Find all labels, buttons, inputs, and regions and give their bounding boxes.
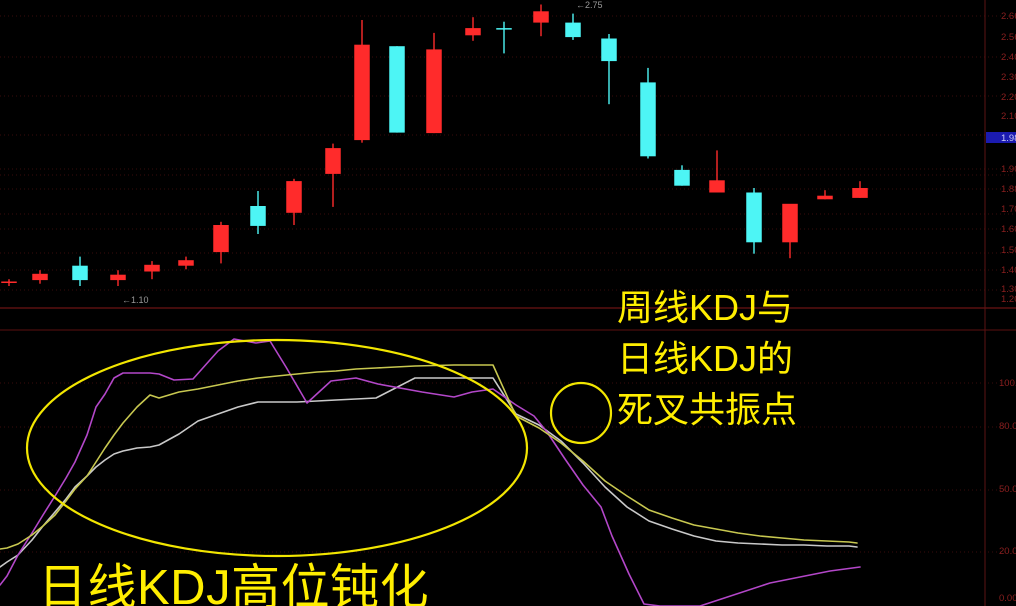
svg-text:1.98: 1.98	[1001, 133, 1016, 144]
svg-text:1.60: 1.60	[1001, 224, 1016, 235]
svg-text:1.40: 1.40	[1001, 265, 1016, 276]
svg-text:0.00: 0.00	[999, 593, 1016, 604]
svg-text:1.20: 1.20	[1001, 294, 1016, 305]
svg-text:1.50: 1.50	[1001, 245, 1016, 256]
svg-text:死叉共振点: 死叉共振点	[617, 389, 797, 430]
svg-text:←2.75: ←2.75	[576, 0, 603, 10]
svg-text:1.70: 1.70	[1001, 204, 1016, 215]
svg-text:日线KDJ高位钝化: 日线KDJ高位钝化	[38, 561, 429, 606]
svg-text:20.00: 20.00	[999, 546, 1016, 557]
svg-text:2.10: 2.10	[1001, 111, 1016, 122]
svg-text:2.66: 2.66	[1001, 11, 1016, 22]
svg-text:50.00: 50.00	[999, 484, 1016, 495]
svg-text:日线KDJ的: 日线KDJ的	[617, 338, 793, 379]
svg-text:2.30: 2.30	[1001, 72, 1016, 83]
svg-text:2.56: 2.56	[1001, 32, 1016, 43]
svg-text:100.00: 100.00	[999, 378, 1016, 389]
svg-text:周线KDJ与: 周线KDJ与	[617, 287, 793, 328]
svg-text:2.20: 2.20	[1001, 92, 1016, 103]
svg-text:1.90: 1.90	[1001, 164, 1016, 175]
svg-text:1.88: 1.88	[1001, 184, 1016, 195]
svg-text:80.00: 80.00	[999, 421, 1016, 432]
svg-text:←1.10: ←1.10	[122, 295, 149, 305]
svg-text:2.40: 2.40	[1001, 52, 1016, 63]
